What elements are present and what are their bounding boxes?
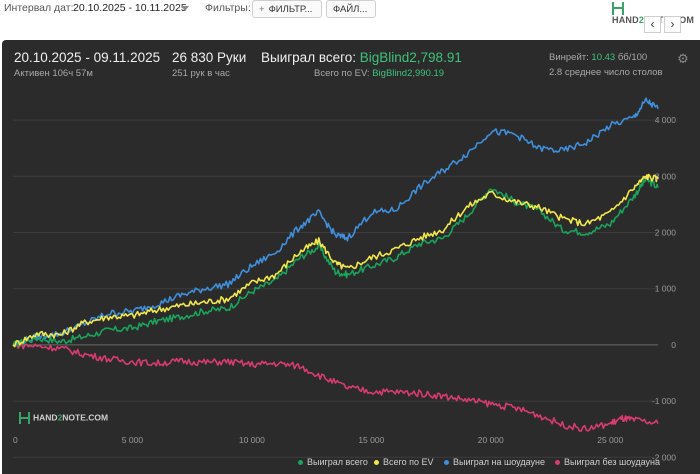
y-tick-label: 1 000 [655, 284, 677, 294]
y-tick-label: 4 000 [655, 115, 677, 125]
y-tick-label: 3 000 [655, 171, 677, 181]
file-button-label: ФАЙЛ... [333, 4, 368, 15]
watermark-text-accent: 2 [57, 412, 63, 423]
legend-label: Выиграл на шоудауне [453, 457, 545, 467]
filters-label: Фильтры: [205, 2, 251, 14]
plus-icon: + [259, 4, 265, 15]
legend-label: Выиграл без шоудауна [564, 457, 660, 467]
watermark-mark-icon [19, 412, 30, 424]
x-tick-label: 25 000 [597, 435, 623, 445]
winrate: Винрейт: 10.43 бб/100 [549, 52, 647, 63]
legend-dot-icon [374, 460, 379, 466]
winrate-value: 10.43 [591, 52, 616, 63]
won-total-label: Выиграл всего: [261, 50, 356, 65]
logo-text-accent: 2 [638, 15, 645, 25]
avg-tables: 2.8 среднее число столов [549, 67, 663, 78]
next-button[interactable]: › [664, 16, 681, 33]
date-interval-select[interactable]: 20.10.2025 - 10.11.2025 [73, 2, 187, 14]
filter-button[interactable]: + ФИЛЬТР... [252, 0, 322, 18]
ev-line [12, 173, 659, 348]
file-button[interactable]: ФАЙЛ... [326, 0, 376, 18]
logo-mark-icon [612, 2, 624, 15]
legend-item-showdown[interactable]: Выиграл на шоудауне [444, 457, 545, 467]
x-tick-label: 10 000 [239, 435, 265, 445]
hands-count: 26 830 Руки [172, 50, 247, 65]
interval-label: Интервал дат: [4, 2, 74, 14]
legend-item-ev[interactable]: Всего по EV [374, 457, 433, 467]
active-time: Активен 106ч 57м [14, 68, 93, 79]
nonshowdown-line [12, 341, 659, 432]
y-tick-label: -1 000 [652, 396, 676, 406]
watermark-text-suffix: NOTE.COM [62, 412, 109, 423]
filter-button-label: ФИЛЬТР... [268, 4, 313, 15]
legend-item-won[interactable]: Выиграл всего [298, 457, 368, 467]
x-tick-label: 20 000 [478, 435, 504, 445]
logo-text: HAND [612, 15, 639, 25]
legend-label: Выиграл всего [307, 457, 368, 467]
legend-label: Всего по EV [383, 457, 434, 467]
graph-panel [2, 40, 700, 474]
won-total: Выиграл всего: BigBlind2,798.91 [261, 50, 462, 65]
legend-dot-icon [555, 460, 560, 466]
legend-dot-icon [444, 460, 449, 466]
winrate-unit: бб/100 [617, 52, 648, 63]
winrate-label: Винрейт: [549, 52, 589, 63]
legend-item-nonshowdown[interactable]: Выиграл без шоудауна [555, 457, 660, 467]
ev-total: Всего по EV: BigBlind2,990.19 [314, 68, 444, 79]
ev-total-value: BigBlind2,990.19 [372, 68, 445, 79]
toolbar: Интервал дат: 20.10.2025 - 10.11.2025 Фи… [0, 0, 700, 38]
x-tick-label: 0 [13, 435, 18, 445]
hands-per-hour: 251 рук в час [172, 68, 230, 79]
x-tick-label: 15 000 [358, 435, 384, 445]
y-tick-label: -2 000 [652, 452, 676, 462]
legend-dot-icon [298, 460, 303, 466]
prev-button[interactable]: ‹ [644, 16, 661, 33]
x-tick-label: 5 000 [122, 435, 144, 445]
gear-icon[interactable]: ⚙ [677, 51, 689, 66]
watermark-logo: HAND2NOTE.COM [19, 412, 108, 424]
showdown-line [12, 97, 659, 347]
watermark-text: HAND [33, 412, 58, 423]
ev-total-label: Всего по EV: [314, 68, 370, 79]
y-tick-label: 0 [671, 340, 676, 350]
won-total-value: BigBlind2,798.91 [359, 50, 462, 65]
chevron-down-icon[interactable] [181, 6, 189, 11]
y-tick-label: 2 000 [655, 227, 677, 237]
date-range: 20.10.2025 - 09.11.2025 [14, 50, 161, 65]
won-line [12, 175, 659, 348]
